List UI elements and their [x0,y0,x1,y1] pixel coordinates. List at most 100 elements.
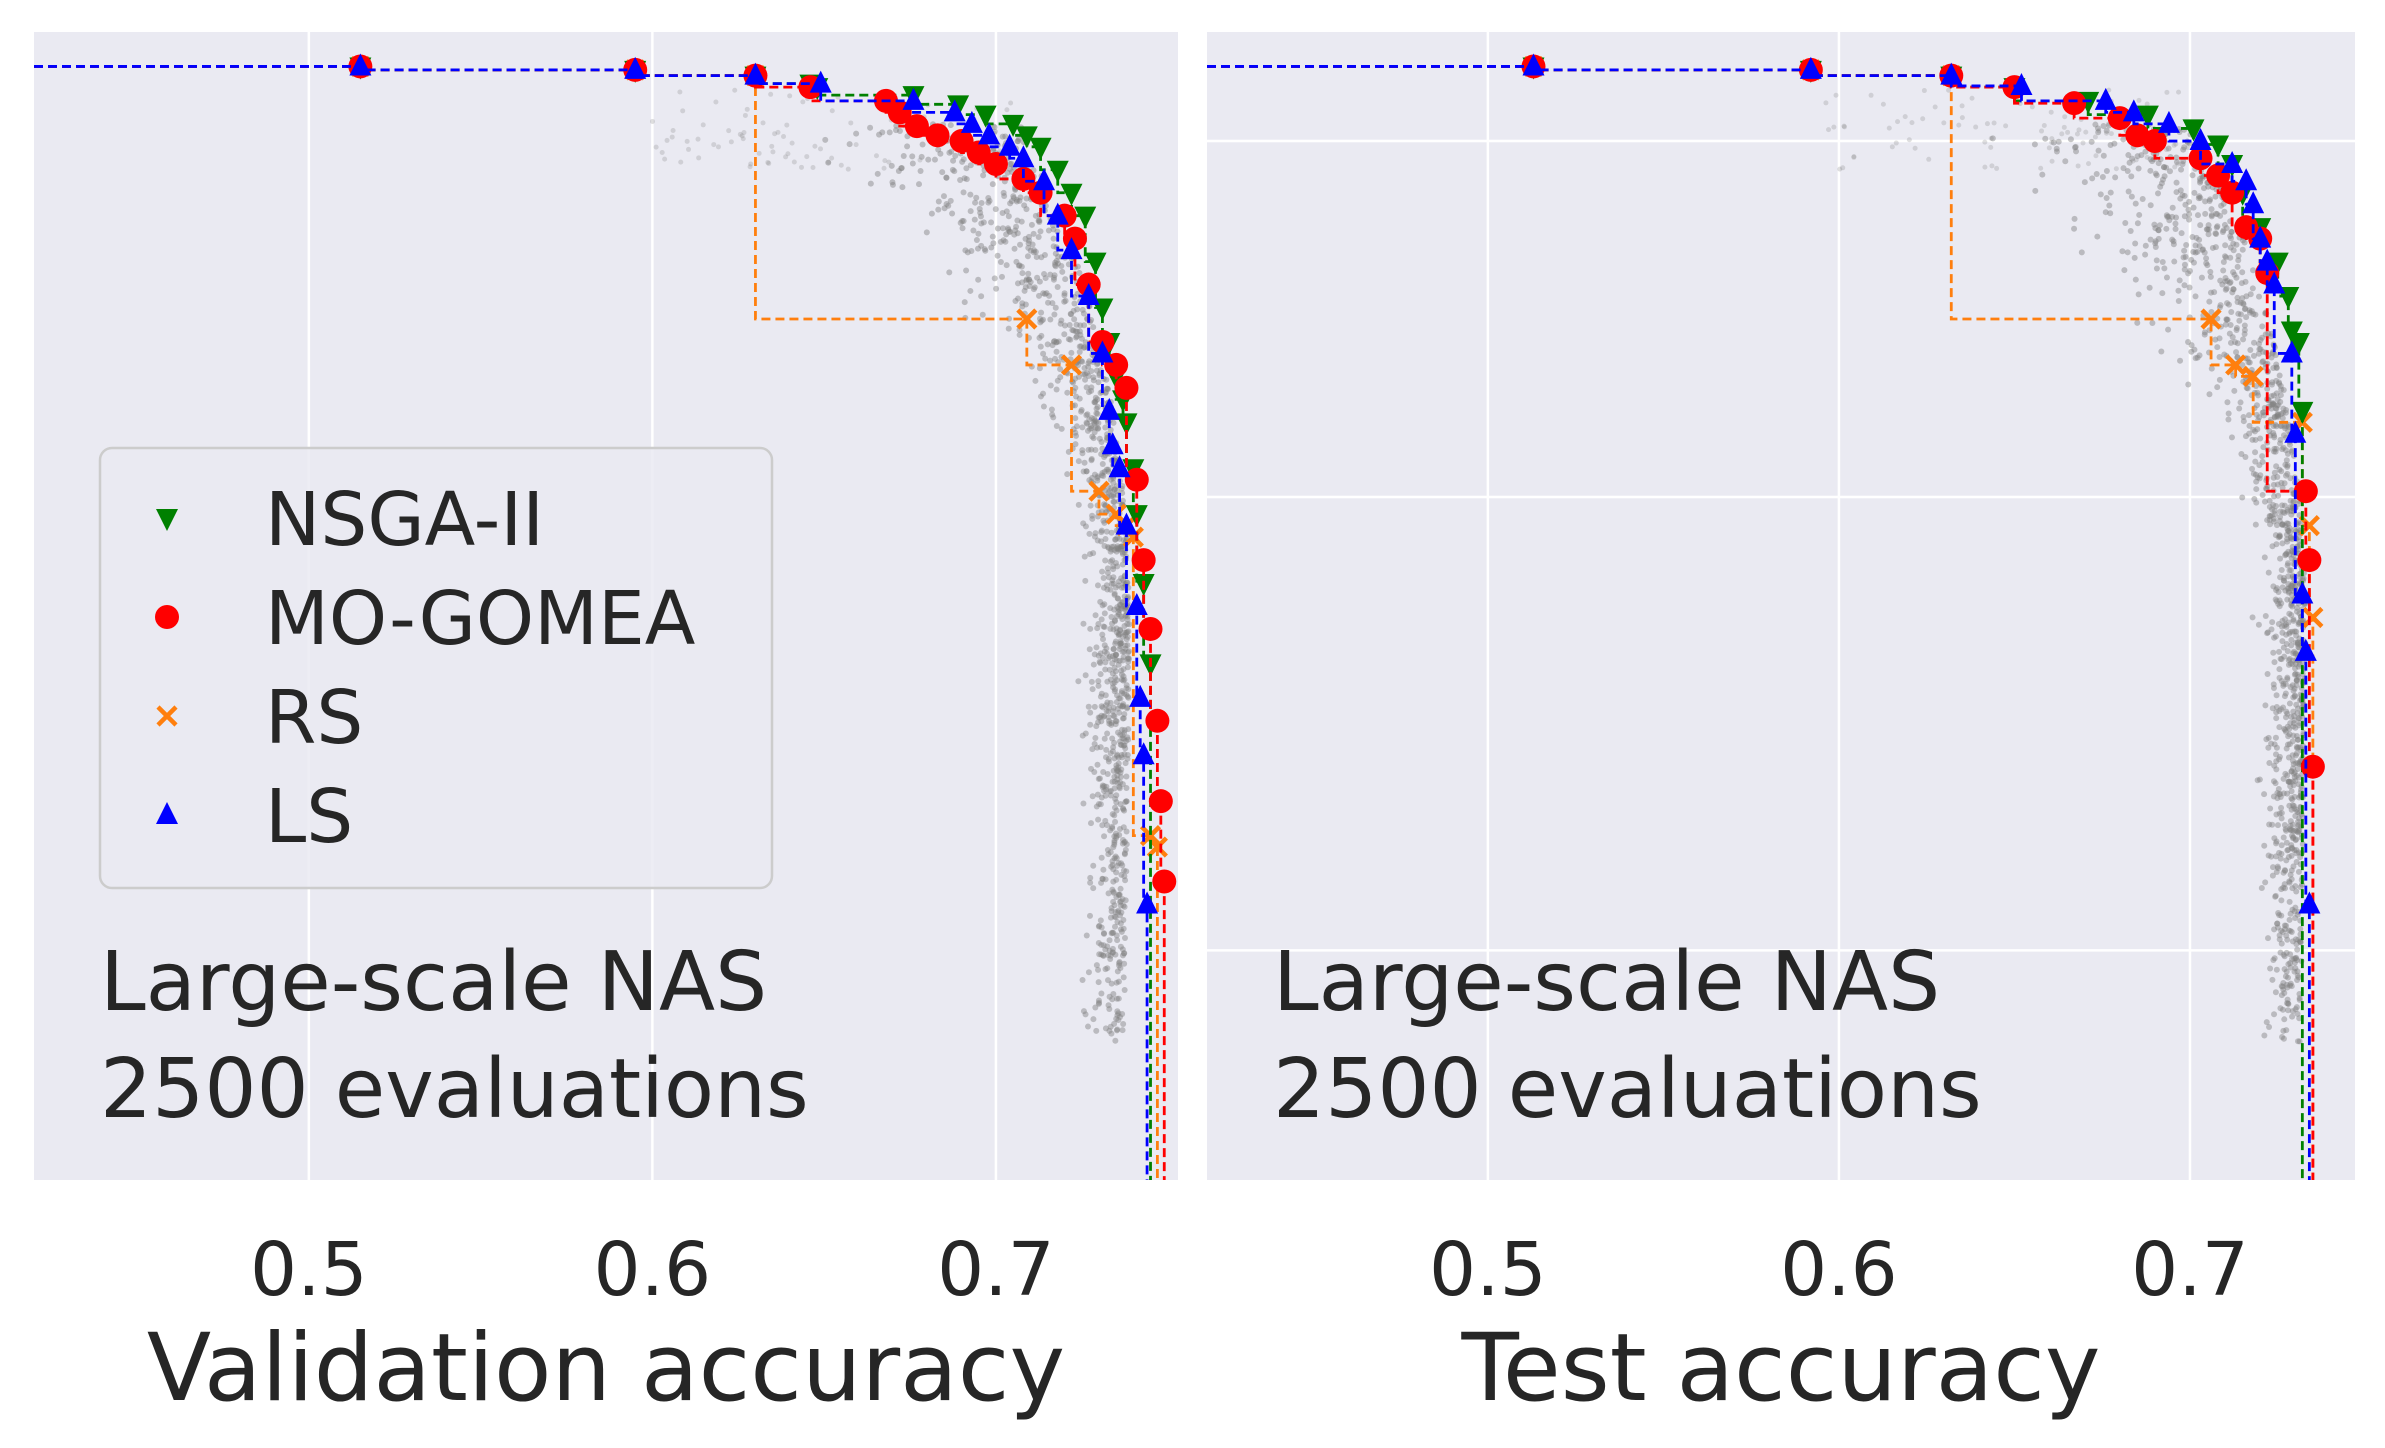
cloud-point [1111,617,1118,624]
cloud-point [1091,420,1098,427]
cloud-point [649,118,655,124]
cloud-point [2287,818,2294,825]
cloud-point [1119,754,1126,761]
cloud-point [918,153,925,160]
cloud-point [2290,498,2297,505]
cloud-point [2273,522,2280,529]
plot-area [1207,32,2355,1180]
cloud-point [1050,235,1057,242]
cloud-point [1113,807,1120,814]
cloud-point [1050,276,1057,283]
cloud-point [1113,584,1120,591]
cloud-point [1118,676,1125,683]
x-tick-label: 0.7 [2131,1227,2249,1313]
cloud-point [1095,621,1102,628]
cloud-point [1018,263,1025,270]
cloud-point [2285,778,2292,785]
cloud-point [1013,198,1020,205]
cloud-point [1100,517,1107,524]
cloud-point [1116,1014,1123,1021]
cloud-point [825,159,832,166]
cloud-point [1026,237,1033,244]
cloud-point [2198,274,2205,281]
cloud-point [2293,836,2300,843]
cloud-point [2278,422,2285,429]
cloud-point [2206,391,2213,398]
cloud-point [2271,469,2278,476]
cloud-point [2280,1027,2287,1034]
cloud-point [2256,293,2263,300]
cloud-point [2273,503,2280,510]
cloud-point [1119,952,1126,959]
cloud-point [2181,247,2188,254]
cloud-point [2122,219,2129,226]
cloud-point [896,128,903,135]
cloud-point [2296,1038,2303,1045]
legend-box [98,446,774,890]
cloud-point [1119,702,1126,709]
cloud-point [1066,322,1073,329]
cloud-point [1113,657,1120,664]
cloud-point [2294,765,2301,772]
cloud-point [1114,705,1121,712]
x-tick-label: 0.5 [250,1227,368,1313]
cloud-point [1057,366,1064,373]
cloud-point [2292,837,2299,844]
cloud-point [1115,891,1122,898]
cloud-point [1095,719,1102,726]
cloud-point [1082,1011,1089,1018]
cloud-point [963,176,970,183]
legend-entry-label: LS [265,774,353,860]
cloud-point [2188,342,2195,349]
cloud-point [2282,885,2289,892]
cloud-point [1088,678,1095,685]
cloud-point [2283,641,2290,648]
cloud-point [2293,772,2300,779]
cloud-point [950,157,957,164]
cloud-point [1102,946,1109,953]
cloud-point [904,143,911,150]
cloud-point [2235,310,2242,317]
cloud-point [1119,781,1126,788]
cloud-point [1113,834,1120,841]
cloud-point [1097,693,1104,700]
point-ls [2249,225,2272,248]
cloud-point [1068,311,1075,318]
cloud-point [1115,909,1122,916]
cloud-point [2003,123,2009,129]
cloud-point [2256,776,2263,783]
cloud-point [2170,241,2177,248]
cloud-point [1113,869,1120,876]
cloud-point [2290,617,2297,624]
cloud-point [2281,922,2288,929]
cloud-point [1113,545,1120,552]
cloud-point [2249,465,2256,472]
cloud-point [2163,225,2170,232]
cloud-point [2278,897,2285,904]
cloud-point [2280,680,2287,687]
cloud-point [1076,349,1083,356]
cloud-point [1082,523,1089,530]
cloud-point [1111,713,1118,720]
cloud-point [2252,458,2259,465]
cloud-point [1112,640,1119,647]
cloud-point [2238,451,2245,458]
cloud-point [1017,241,1024,248]
cloud-point [2159,176,2166,183]
cloud-point [1090,862,1097,869]
cloud-point [2281,867,2288,874]
cloud-point [1114,968,1121,975]
point-mo-gomea [2062,91,2087,116]
cloud-point [742,112,748,118]
cloud-point [2075,163,2081,169]
cloud-point [2284,450,2291,457]
cloud-point [2201,185,2208,192]
cloud-point [1054,377,1061,384]
cloud-point [2270,400,2277,407]
cloud-point [1037,319,1044,326]
cloud-point [2203,255,2210,262]
cloud-point [1120,974,1127,981]
cloud-point [1087,874,1094,881]
cloud-point [2049,139,2055,145]
cloud-point [1108,580,1115,587]
